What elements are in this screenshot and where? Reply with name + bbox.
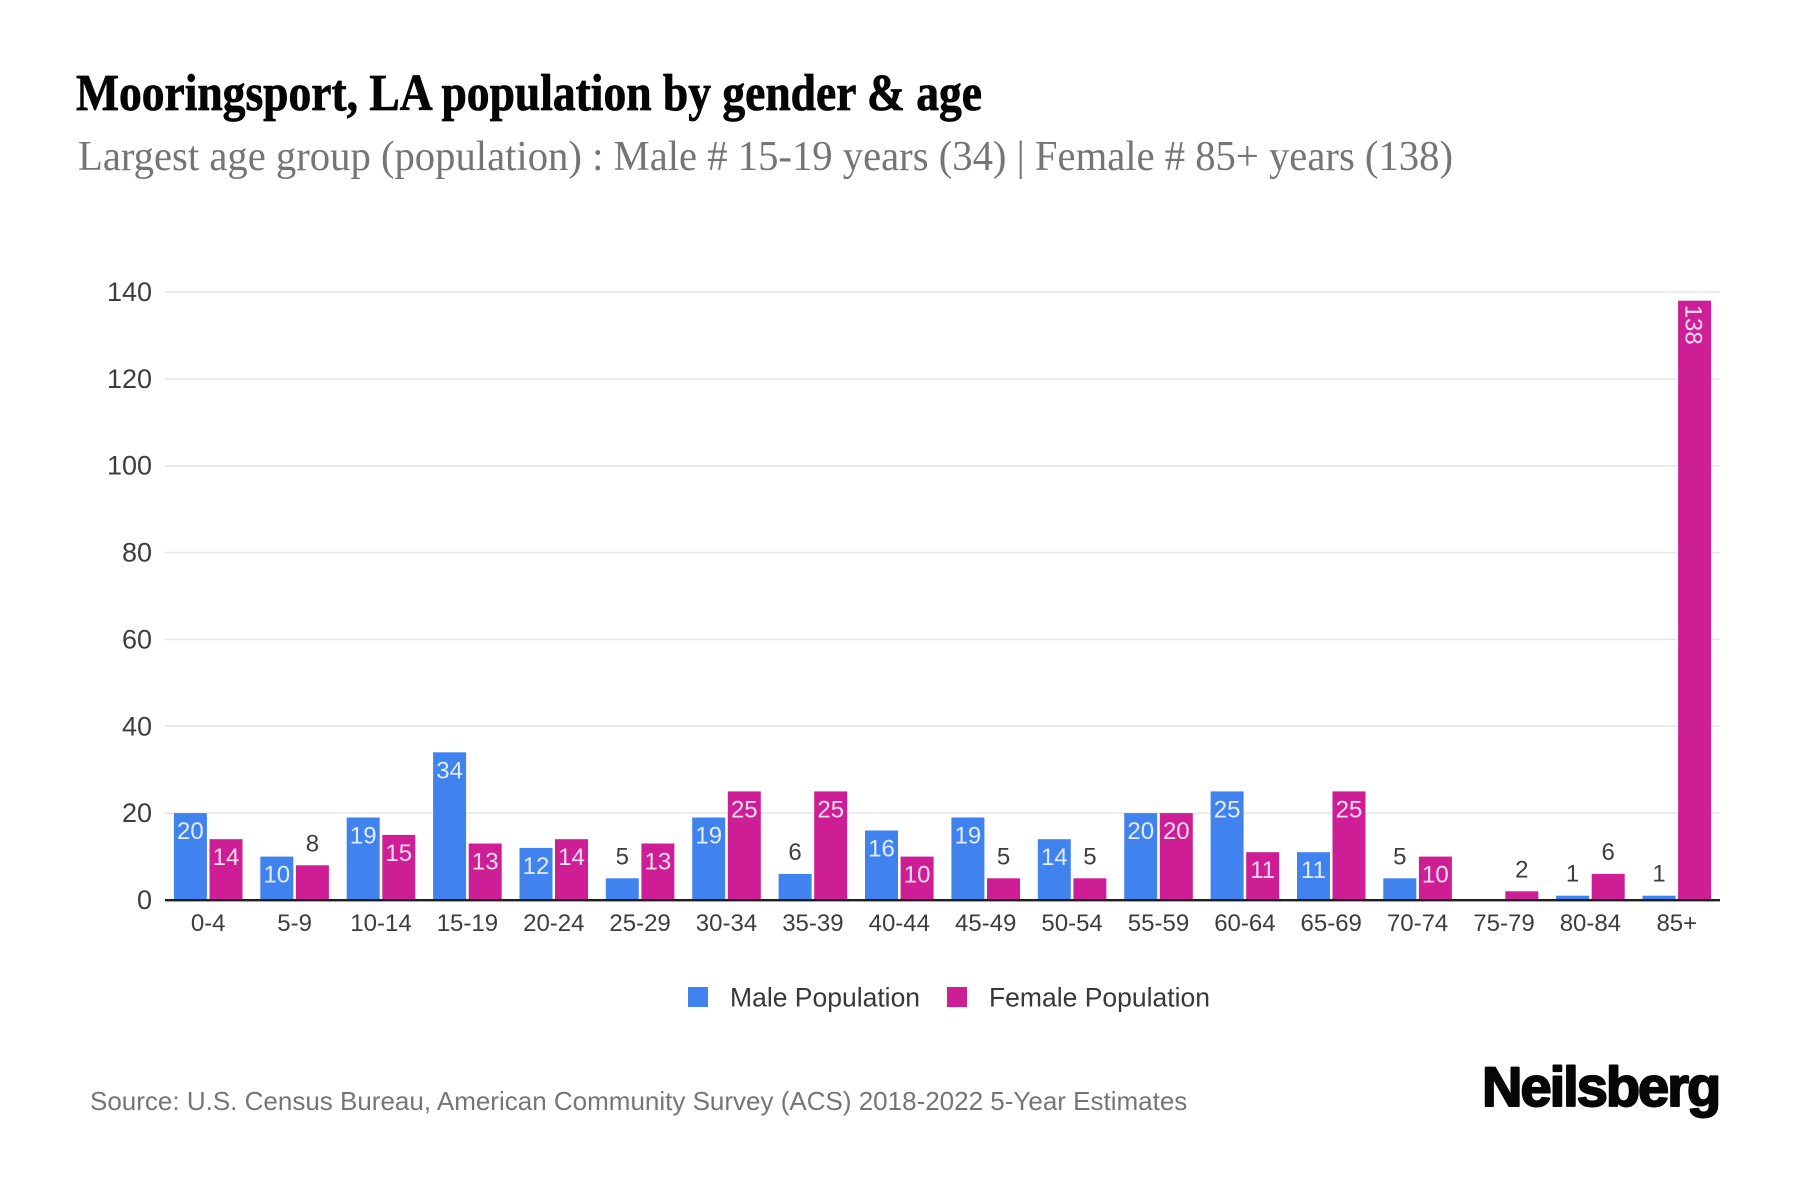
svg-text:85+: 85+: [1656, 910, 1697, 937]
svg-text:11: 11: [1250, 857, 1275, 884]
svg-text:0-4: 0-4: [191, 910, 226, 937]
svg-text:0: 0: [137, 885, 152, 915]
svg-text:34: 34: [436, 757, 463, 784]
svg-text:16: 16: [868, 836, 895, 863]
svg-text:25: 25: [731, 796, 758, 823]
svg-text:5: 5: [997, 843, 1010, 870]
svg-text:75-79: 75-79: [1473, 910, 1534, 937]
svg-text:20: 20: [1127, 818, 1154, 845]
svg-text:Female Population: Female Population: [989, 983, 1210, 1013]
svg-text:70-74: 70-74: [1387, 910, 1448, 937]
svg-text:25: 25: [1214, 796, 1241, 823]
svg-text:5: 5: [616, 843, 629, 870]
svg-text:60-64: 60-64: [1214, 910, 1275, 937]
svg-text:Source: U.S. Census Bureau, Am: Source: U.S. Census Bureau, American Com…: [90, 1086, 1187, 1116]
svg-text:13: 13: [472, 849, 499, 876]
svg-text:20-24: 20-24: [523, 910, 584, 937]
svg-text:Neilsberg: Neilsberg: [1482, 1055, 1719, 1118]
svg-text:6: 6: [788, 839, 801, 866]
svg-text:65-69: 65-69: [1301, 910, 1362, 937]
svg-text:12: 12: [523, 853, 550, 880]
svg-text:30-34: 30-34: [696, 910, 757, 937]
svg-text:5: 5: [1083, 843, 1096, 870]
svg-text:40: 40: [122, 711, 152, 741]
svg-text:15: 15: [385, 840, 412, 867]
svg-text:25-29: 25-29: [609, 910, 670, 937]
svg-text:140: 140: [107, 277, 152, 307]
svg-text:15-19: 15-19: [437, 910, 498, 937]
svg-text:2: 2: [1515, 856, 1528, 883]
svg-text:20: 20: [1163, 818, 1190, 845]
svg-text:19: 19: [695, 823, 722, 850]
svg-text:20: 20: [122, 798, 152, 828]
svg-text:35-39: 35-39: [782, 910, 843, 937]
svg-text:8: 8: [306, 830, 319, 857]
svg-text:55-59: 55-59: [1128, 910, 1189, 937]
svg-text:60: 60: [122, 624, 152, 654]
svg-text:80: 80: [122, 538, 152, 568]
svg-text:120: 120: [107, 364, 152, 394]
svg-text:100: 100: [107, 451, 152, 481]
svg-text:10-14: 10-14: [350, 910, 411, 937]
svg-text:138: 138: [1680, 305, 1707, 345]
svg-text:13: 13: [645, 849, 672, 876]
svg-text:25: 25: [817, 796, 844, 823]
svg-text:40-44: 40-44: [869, 910, 930, 937]
svg-text:5-9: 5-9: [277, 910, 312, 937]
svg-text:19: 19: [955, 823, 982, 850]
svg-text:45-49: 45-49: [955, 910, 1016, 937]
svg-text:20: 20: [177, 818, 204, 845]
svg-text:6: 6: [1602, 839, 1615, 866]
svg-text:14: 14: [558, 844, 585, 871]
svg-text:50-54: 50-54: [1041, 910, 1102, 937]
svg-text:14: 14: [213, 844, 240, 871]
svg-text:5: 5: [1393, 843, 1406, 870]
svg-text:11: 11: [1301, 857, 1326, 884]
svg-text:10: 10: [263, 862, 290, 889]
svg-text:80-84: 80-84: [1560, 910, 1621, 937]
svg-text:19: 19: [350, 823, 377, 850]
svg-text:Mooringsport, LA population by: Mooringsport, LA population by gender & …: [76, 65, 982, 122]
svg-text:Male Population: Male Population: [730, 983, 920, 1013]
svg-text:25: 25: [1336, 796, 1363, 823]
svg-text:10: 10: [904, 862, 931, 889]
svg-text:1: 1: [1652, 861, 1665, 888]
svg-text:1: 1: [1566, 861, 1579, 888]
svg-text:10: 10: [1422, 862, 1449, 889]
svg-text:14: 14: [1041, 844, 1068, 871]
svg-text:Largest age group (population): Largest age group (population) : Male # …: [78, 134, 1453, 180]
